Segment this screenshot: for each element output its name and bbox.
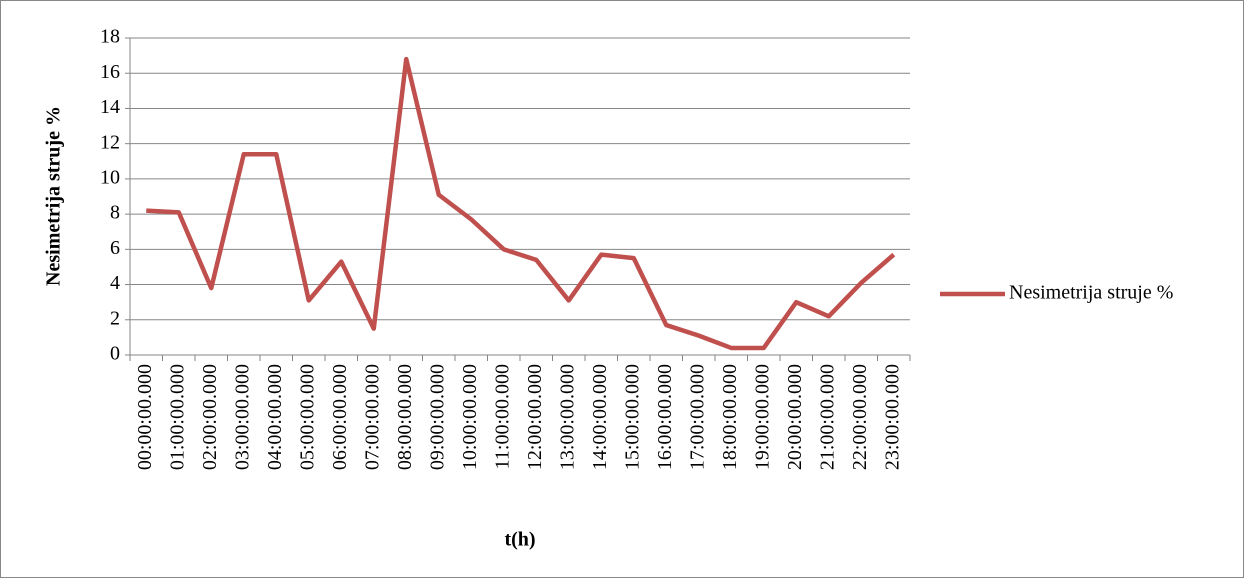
x-tick-label: 19:00:00.000 xyxy=(751,364,773,470)
x-tick-label: 16:00:00.000 xyxy=(654,364,676,470)
x-tick-label: 02:00:00.000 xyxy=(199,364,221,470)
y-axis-title: Nesimetrija struje % xyxy=(43,106,65,286)
x-tick-label: 11:00:00.000 xyxy=(491,364,513,469)
y-tick-label: 0 xyxy=(110,343,120,365)
x-tick-label: 14:00:00.000 xyxy=(589,364,611,470)
x-tick-label: 17:00:00.000 xyxy=(686,364,708,470)
x-tick-label: 07:00:00.000 xyxy=(361,364,383,470)
y-tick-label: 10 xyxy=(100,166,120,188)
y-tick-label: 2 xyxy=(110,307,120,329)
x-axis-title: t(h) xyxy=(504,529,535,551)
x-tick-label: 06:00:00.000 xyxy=(329,364,351,470)
x-tick-label: 12:00:00.000 xyxy=(524,364,546,470)
x-tick-label: 09:00:00.000 xyxy=(426,364,448,470)
x-tick-label: 08:00:00.000 xyxy=(394,364,416,470)
x-tick-label: 20:00:00.000 xyxy=(784,364,806,470)
x-tick-label: 15:00:00.000 xyxy=(621,364,643,470)
y-tick-label: 6 xyxy=(110,237,120,259)
x-tick-label: 22:00:00.000 xyxy=(849,364,871,470)
y-tick-label: 16 xyxy=(100,61,120,83)
y-tick-label: 12 xyxy=(100,131,120,153)
y-tick-label: 18 xyxy=(100,26,120,48)
x-tick-label: 18:00:00.000 xyxy=(719,364,741,470)
y-tick-label: 4 xyxy=(110,272,120,294)
x-tick-label: 13:00:00.000 xyxy=(556,364,578,470)
x-tick-label: 00:00:00.000 xyxy=(134,364,156,470)
legend-label: Nesimetrija struje % xyxy=(1009,282,1173,304)
x-tick-label: 01:00:00.000 xyxy=(166,364,188,470)
y-tick-label: 8 xyxy=(110,202,120,224)
x-tick-label: 10:00:00.000 xyxy=(459,364,481,470)
x-tick-label: 04:00:00.000 xyxy=(264,364,286,470)
x-tick-label: 03:00:00.000 xyxy=(231,364,253,470)
x-tick-label: 23:00:00.000 xyxy=(881,364,903,470)
y-tick-label: 14 xyxy=(100,96,120,118)
x-tick-label: 05:00:00.000 xyxy=(296,364,318,470)
data-line xyxy=(146,56,896,351)
x-tick-label: 21:00:00.000 xyxy=(816,364,838,470)
